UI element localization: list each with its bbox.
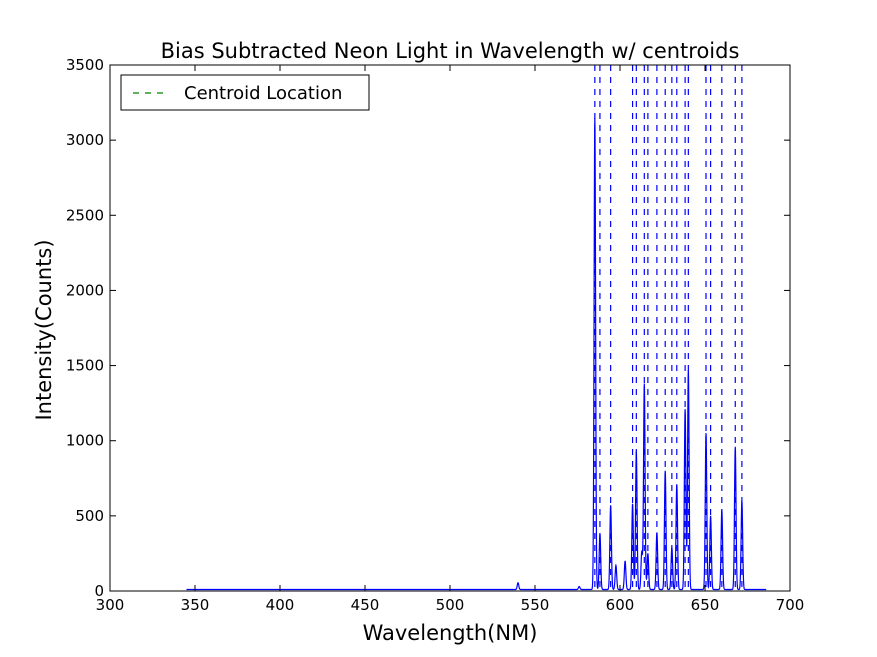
y-axis: 0 500 1000 1500 2000 2500 3000 3500	[66, 56, 790, 600]
x-tick-label: 350	[181, 596, 210, 614]
y-tick-label: 3500	[66, 56, 104, 74]
legend-label-centroid: Centroid Location	[184, 83, 342, 104]
y-tick-label: 500	[75, 507, 104, 525]
chart-title: Bias Subtracted Neon Light in Wavelength…	[161, 39, 740, 63]
legend: Centroid Location	[120, 74, 370, 111]
y-tick-label: 2500	[66, 206, 104, 224]
plot-area: 300 350 400 450 500 550 600 650 700 0 500 1000 1500…	[66, 56, 805, 614]
x-tick-label: 500	[436, 596, 465, 614]
y-tick-label: 2000	[66, 281, 104, 299]
spectrum-line	[186, 117, 767, 591]
y-axis-label: Intensity(Counts)	[32, 239, 56, 420]
y-tick-label: 1500	[66, 357, 104, 375]
x-tick-label: 550	[521, 596, 550, 614]
x-tick-label: 450	[351, 596, 380, 614]
y-tick-label: 1000	[66, 432, 104, 450]
y-tick-label: 3000	[66, 131, 104, 149]
x-tick-label: 600	[606, 596, 635, 614]
x-tick-label: 650	[691, 596, 720, 614]
y-tick-label: 0	[94, 582, 104, 600]
x-tick-label: 700	[776, 596, 805, 614]
x-tick-label: 400	[266, 596, 295, 614]
x-axis: 300 350 400 450 500 550 600 650 700	[96, 65, 805, 614]
x-tick-label: 300	[96, 596, 125, 614]
x-axis-label: Wavelength(NM)	[363, 621, 538, 645]
